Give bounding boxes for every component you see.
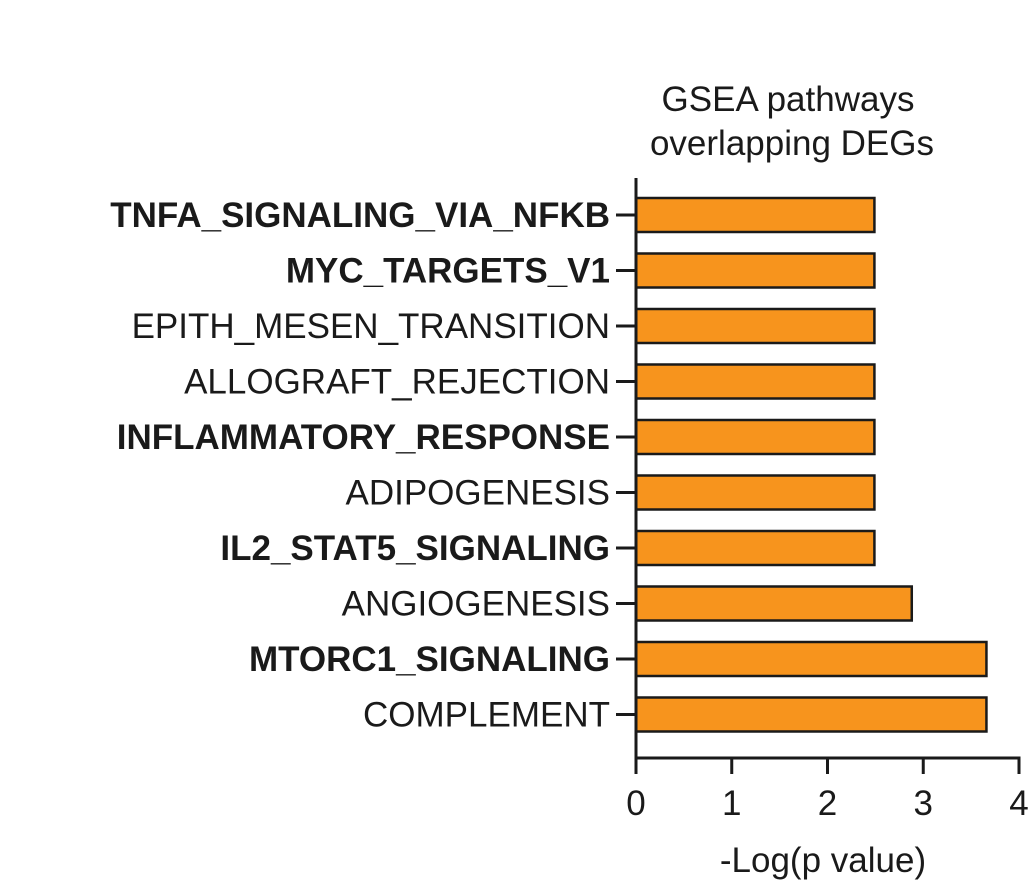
- x-tick-label-2: 2: [818, 784, 837, 823]
- bars-group: [634, 196, 988, 733]
- x-tick-label-4: 4: [1009, 784, 1028, 823]
- bar-9: [634, 696, 988, 733]
- category-label-4: INFLAMMATORY_RESPONSE: [117, 418, 610, 457]
- x-tick-label-1: 1: [722, 784, 741, 823]
- category-label-9: COMPLEMENT: [363, 696, 610, 735]
- bar-1: [634, 252, 876, 289]
- category-label-7: ANGIOGENESIS: [342, 585, 610, 624]
- bar-2: [634, 307, 876, 345]
- category-label-2: EPITH_MESEN_TRANSITION: [132, 307, 610, 346]
- chart-title-line-1: GSEA pathways: [662, 80, 915, 119]
- x-tick-label-3: 3: [914, 784, 933, 823]
- bar-8: [634, 640, 988, 678]
- category-labels-group: TNFA_SIGNALING_VIA_NFKB MYC_TARGETS_V1 EPI…: [110, 196, 636, 735]
- chart-title-line-2: overlapping DEGs: [650, 124, 934, 163]
- x-axis: 0 1 2 3 4: [626, 178, 1029, 823]
- category-label-8: MTORC1_SIGNALING: [249, 640, 610, 679]
- bar-7: [634, 585, 914, 622]
- bar-4: [634, 418, 876, 456]
- category-label-6: IL2_STAT5_SIGNALING: [220, 529, 610, 568]
- category-label-0: TNFA_SIGNALING_VIA_NFKB: [110, 196, 610, 235]
- x-axis-title: -Log(p value): [720, 841, 926, 880]
- bar-3: [634, 363, 876, 400]
- x-tick-label-0: 0: [626, 784, 645, 823]
- bar-6: [634, 529, 876, 567]
- bar-5: [634, 474, 876, 511]
- category-label-1: MYC_TARGETS_V1: [286, 252, 610, 291]
- bar-0: [634, 196, 876, 234]
- category-label-5: ADIPOGENESIS: [345, 474, 610, 513]
- category-label-3: ALLOGRAFT_REJECTION: [184, 363, 610, 402]
